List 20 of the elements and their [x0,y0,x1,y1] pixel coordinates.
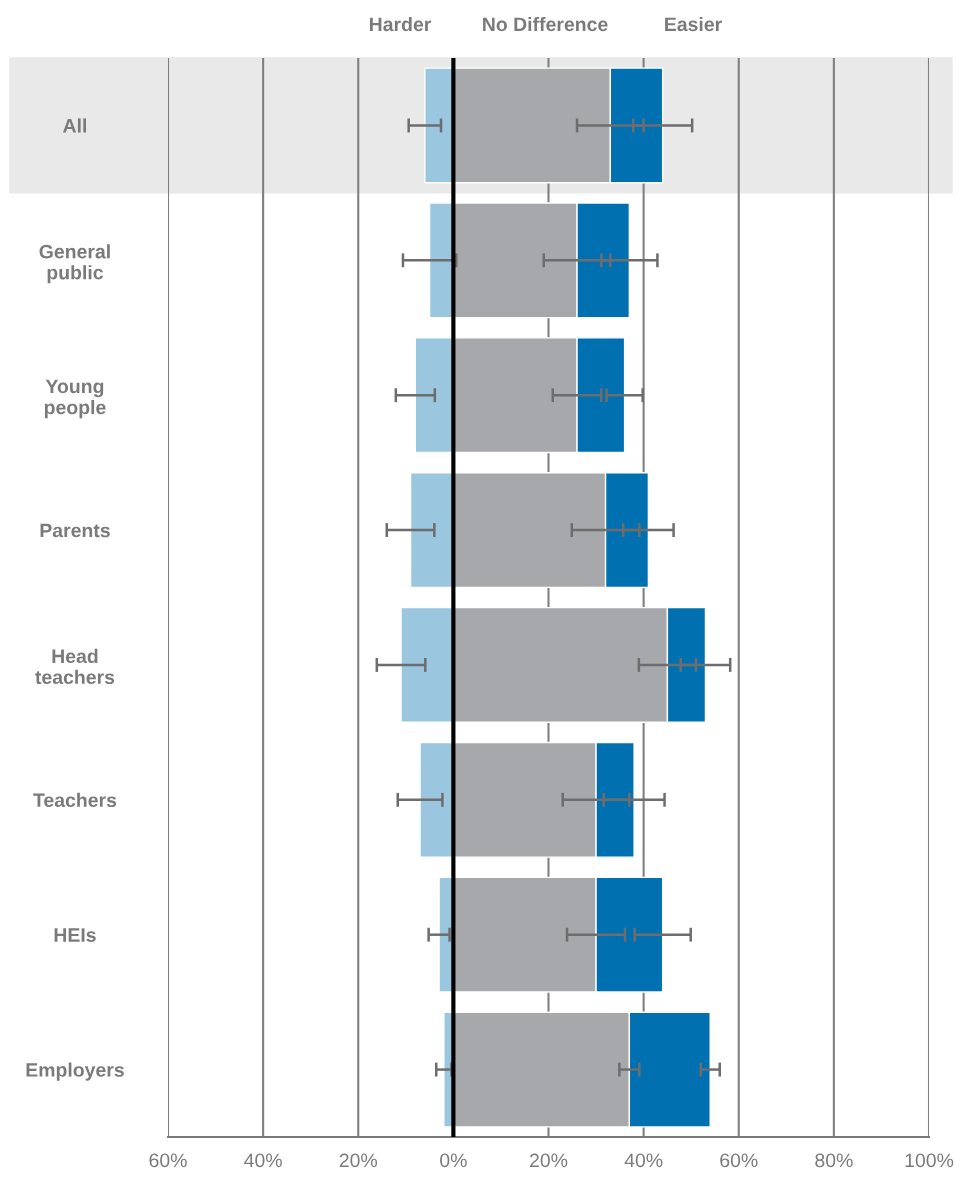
x-tick-label: 0% [440,1153,467,1168]
x-tick-label: 100% [905,1153,954,1168]
x-tick-label: 60% [720,1153,758,1168]
y-tick-label: Head teachers [35,648,115,685]
x-tick-label: 20% [339,1153,378,1168]
y-tick-label: Young people [44,379,106,419]
x-tick-label: 40% [624,1153,663,1168]
series-label: Harder [369,16,432,32]
series-label: Easier [665,16,722,32]
y-tick-label: HEIs [54,928,96,942]
series-label: No Difference [483,16,608,32]
y-tick-label: Teachers [33,792,117,808]
x-tick-label: 40% [244,1153,282,1168]
x-tick-label: 20% [530,1153,568,1168]
y-tick-label: General public [39,244,110,284]
y-tick-label: All [63,118,86,133]
x-tick-label: 60% [149,1153,187,1168]
y-tick-label: Employers [26,1062,124,1081]
x-tick-label: 80% [815,1153,853,1168]
y-tick-label: Parents [40,523,110,538]
